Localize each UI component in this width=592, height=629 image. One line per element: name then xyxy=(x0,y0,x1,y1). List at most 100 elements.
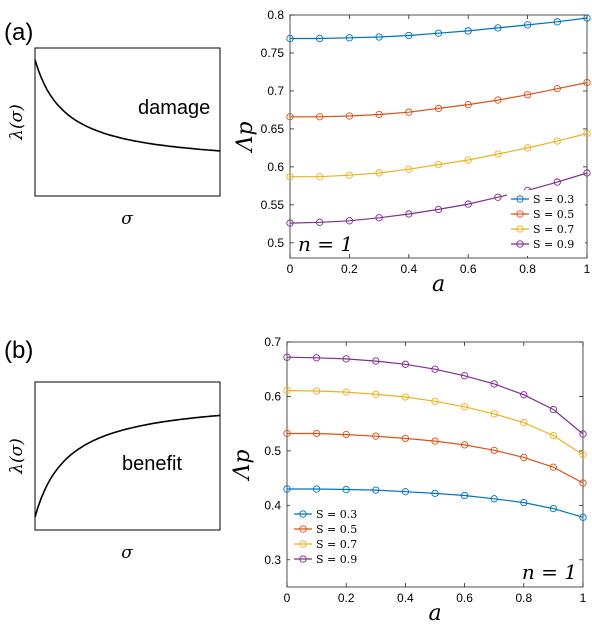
chart-1-data-point xyxy=(520,391,528,399)
chart-1-legend-marker xyxy=(299,510,307,518)
chart-0-legend-label: S = 0.9 xyxy=(533,238,574,251)
chart-0-data-point xyxy=(345,171,354,179)
chart-0-data-point xyxy=(316,218,324,226)
chart-1-data-point xyxy=(549,504,558,513)
chart-1-data-point xyxy=(401,393,410,401)
chart-1-xtick-label: 0 xyxy=(284,591,291,605)
chart-1-legend-label: S = 0.9 xyxy=(316,553,357,566)
chart-0-series-line-2 xyxy=(290,132,588,178)
chart-0-legend-marker xyxy=(516,195,524,203)
chart-0-data-point xyxy=(434,29,443,37)
panel-a-schematic-word: damage xyxy=(138,97,210,119)
chart-0-data-point xyxy=(345,34,354,42)
chart-0-data-point xyxy=(405,31,413,40)
chart-0-data-point xyxy=(286,219,294,227)
chart-1-data-point xyxy=(312,354,321,362)
chart-1-xtick-label: 0.6 xyxy=(456,591,473,605)
chart-1-data-point xyxy=(579,513,587,521)
chart-1-data-point xyxy=(342,430,350,439)
chart-0-ytick-label: 0.75 xyxy=(261,46,285,60)
chart-0-ytick-label: 0.8 xyxy=(267,8,284,22)
chart-1-data-point xyxy=(520,498,528,507)
chart-1-legend-marker xyxy=(299,540,307,548)
chart-1-data-point xyxy=(372,390,380,398)
chart-0-ytick-label: 0.7 xyxy=(267,84,284,98)
chart-1-data-point xyxy=(342,388,350,396)
panel-a-label: (a) xyxy=(4,19,33,46)
panel-a-schematic-frame xyxy=(34,47,221,197)
chart-0-data-point xyxy=(375,214,383,222)
chart-0-ytick-label: 0.5 xyxy=(267,236,284,250)
chart-0-data-point xyxy=(494,150,502,158)
chart-1-data-point xyxy=(520,453,528,462)
chart-1-ylabel: Λp xyxy=(230,450,255,482)
chart-1-data-point xyxy=(579,479,587,487)
chart-1-legend-marker xyxy=(299,525,307,533)
chart-1-data-point xyxy=(431,365,439,373)
chart-0-data-point xyxy=(316,173,324,181)
chart-1-legend-label: S = 0.7 xyxy=(316,538,357,551)
panel-a-damage-curve xyxy=(34,59,221,152)
chart-0-ylabel: Λp xyxy=(233,122,258,154)
chart-0-series-line-0 xyxy=(290,17,588,40)
chart-0-xtick-label: 0.2 xyxy=(341,262,358,276)
chart-1-ytick-label: 0.7 xyxy=(264,335,281,349)
chart-0-series-line-1 xyxy=(290,82,588,118)
panel-a-schematic: damage λ(σ) σ xyxy=(7,47,221,229)
chart-1-data-point xyxy=(342,355,350,363)
chart-1-data-point xyxy=(312,485,321,493)
chart-1-data-point xyxy=(312,429,321,438)
chart-0-data-point xyxy=(583,14,591,22)
chart-1-xtick-label: 1 xyxy=(580,591,587,605)
chart-b: 0 0.2 0.4 0.6 0.8 1 0.3 0.4 0.5 0.6 0.7 a Λp S = 0.3 S… xyxy=(230,335,587,626)
chart-1-data-point xyxy=(312,387,321,395)
chart-0-data-point xyxy=(286,173,294,181)
chart-1-annotation: n = 1 xyxy=(522,560,577,584)
chart-0-data-point xyxy=(375,110,383,119)
chart-0-data-point xyxy=(464,156,472,164)
panel-b-schematic: benefit λ(σ) σ xyxy=(7,381,221,563)
chart-0-data-point xyxy=(583,78,591,87)
chart-1-legend-label: S = 0.5 xyxy=(316,523,357,536)
chart-0-legend-label: S = 0.5 xyxy=(533,208,574,221)
chart-1-data-point xyxy=(342,485,350,494)
chart-0-data-point xyxy=(375,169,383,177)
chart-0-data-point xyxy=(523,144,532,152)
chart-1-data-point xyxy=(372,432,380,440)
chart-1-series-line-0 xyxy=(287,488,584,518)
chart-0-data-point xyxy=(553,178,561,186)
chart-0-data-point xyxy=(583,129,591,138)
chart-1-data-point xyxy=(431,437,439,445)
chart-1-xlabel: a xyxy=(428,601,441,626)
chart-1-data-point xyxy=(460,403,469,411)
chart-0-legend-marker xyxy=(516,225,524,233)
chart-1-data-point xyxy=(490,446,498,454)
chart-0-data-point xyxy=(464,27,472,35)
chart-0-annotation: n = 1 xyxy=(298,232,353,256)
chart-1-data-point xyxy=(579,430,587,438)
chart-1-data-point xyxy=(283,429,291,438)
chart-0-xlabel: a xyxy=(432,272,445,297)
chart-1-series-line-2 xyxy=(286,389,584,456)
chart-1-data-point xyxy=(520,418,528,427)
chart-0-data-point xyxy=(345,112,354,120)
chart-0-data-point xyxy=(583,169,591,177)
chart-0-data-point xyxy=(316,113,324,121)
chart-1-xtick-label: 0.8 xyxy=(515,591,532,605)
chart-1-data-point xyxy=(401,434,410,443)
chart-1-legend-label: S = 0.3 xyxy=(316,508,357,521)
chart-0-ytick-label: 0.55 xyxy=(261,198,285,212)
chart-0-data-point xyxy=(553,18,561,26)
chart-1-data-point xyxy=(283,485,291,493)
chart-a: 0 0.2 0.4 0.6 0.8 1 0.5 0.55 0.6 0.65 0.7 0.75 0.8 a Λ… xyxy=(233,8,591,297)
chart-1-xtick-label: 0.4 xyxy=(397,591,414,605)
chart-1-series-line-3 xyxy=(286,356,584,435)
chart-0-data-point xyxy=(553,85,561,93)
chart-0-xtick-label: 0 xyxy=(287,262,294,276)
chart-1-data-point xyxy=(549,405,558,414)
panel-b-schematic-ylabel: λ(σ) xyxy=(7,438,27,475)
chart-0-data-point xyxy=(286,34,294,43)
panel-b-schematic-xlabel: σ xyxy=(121,543,133,563)
chart-1-data-point xyxy=(460,372,469,380)
